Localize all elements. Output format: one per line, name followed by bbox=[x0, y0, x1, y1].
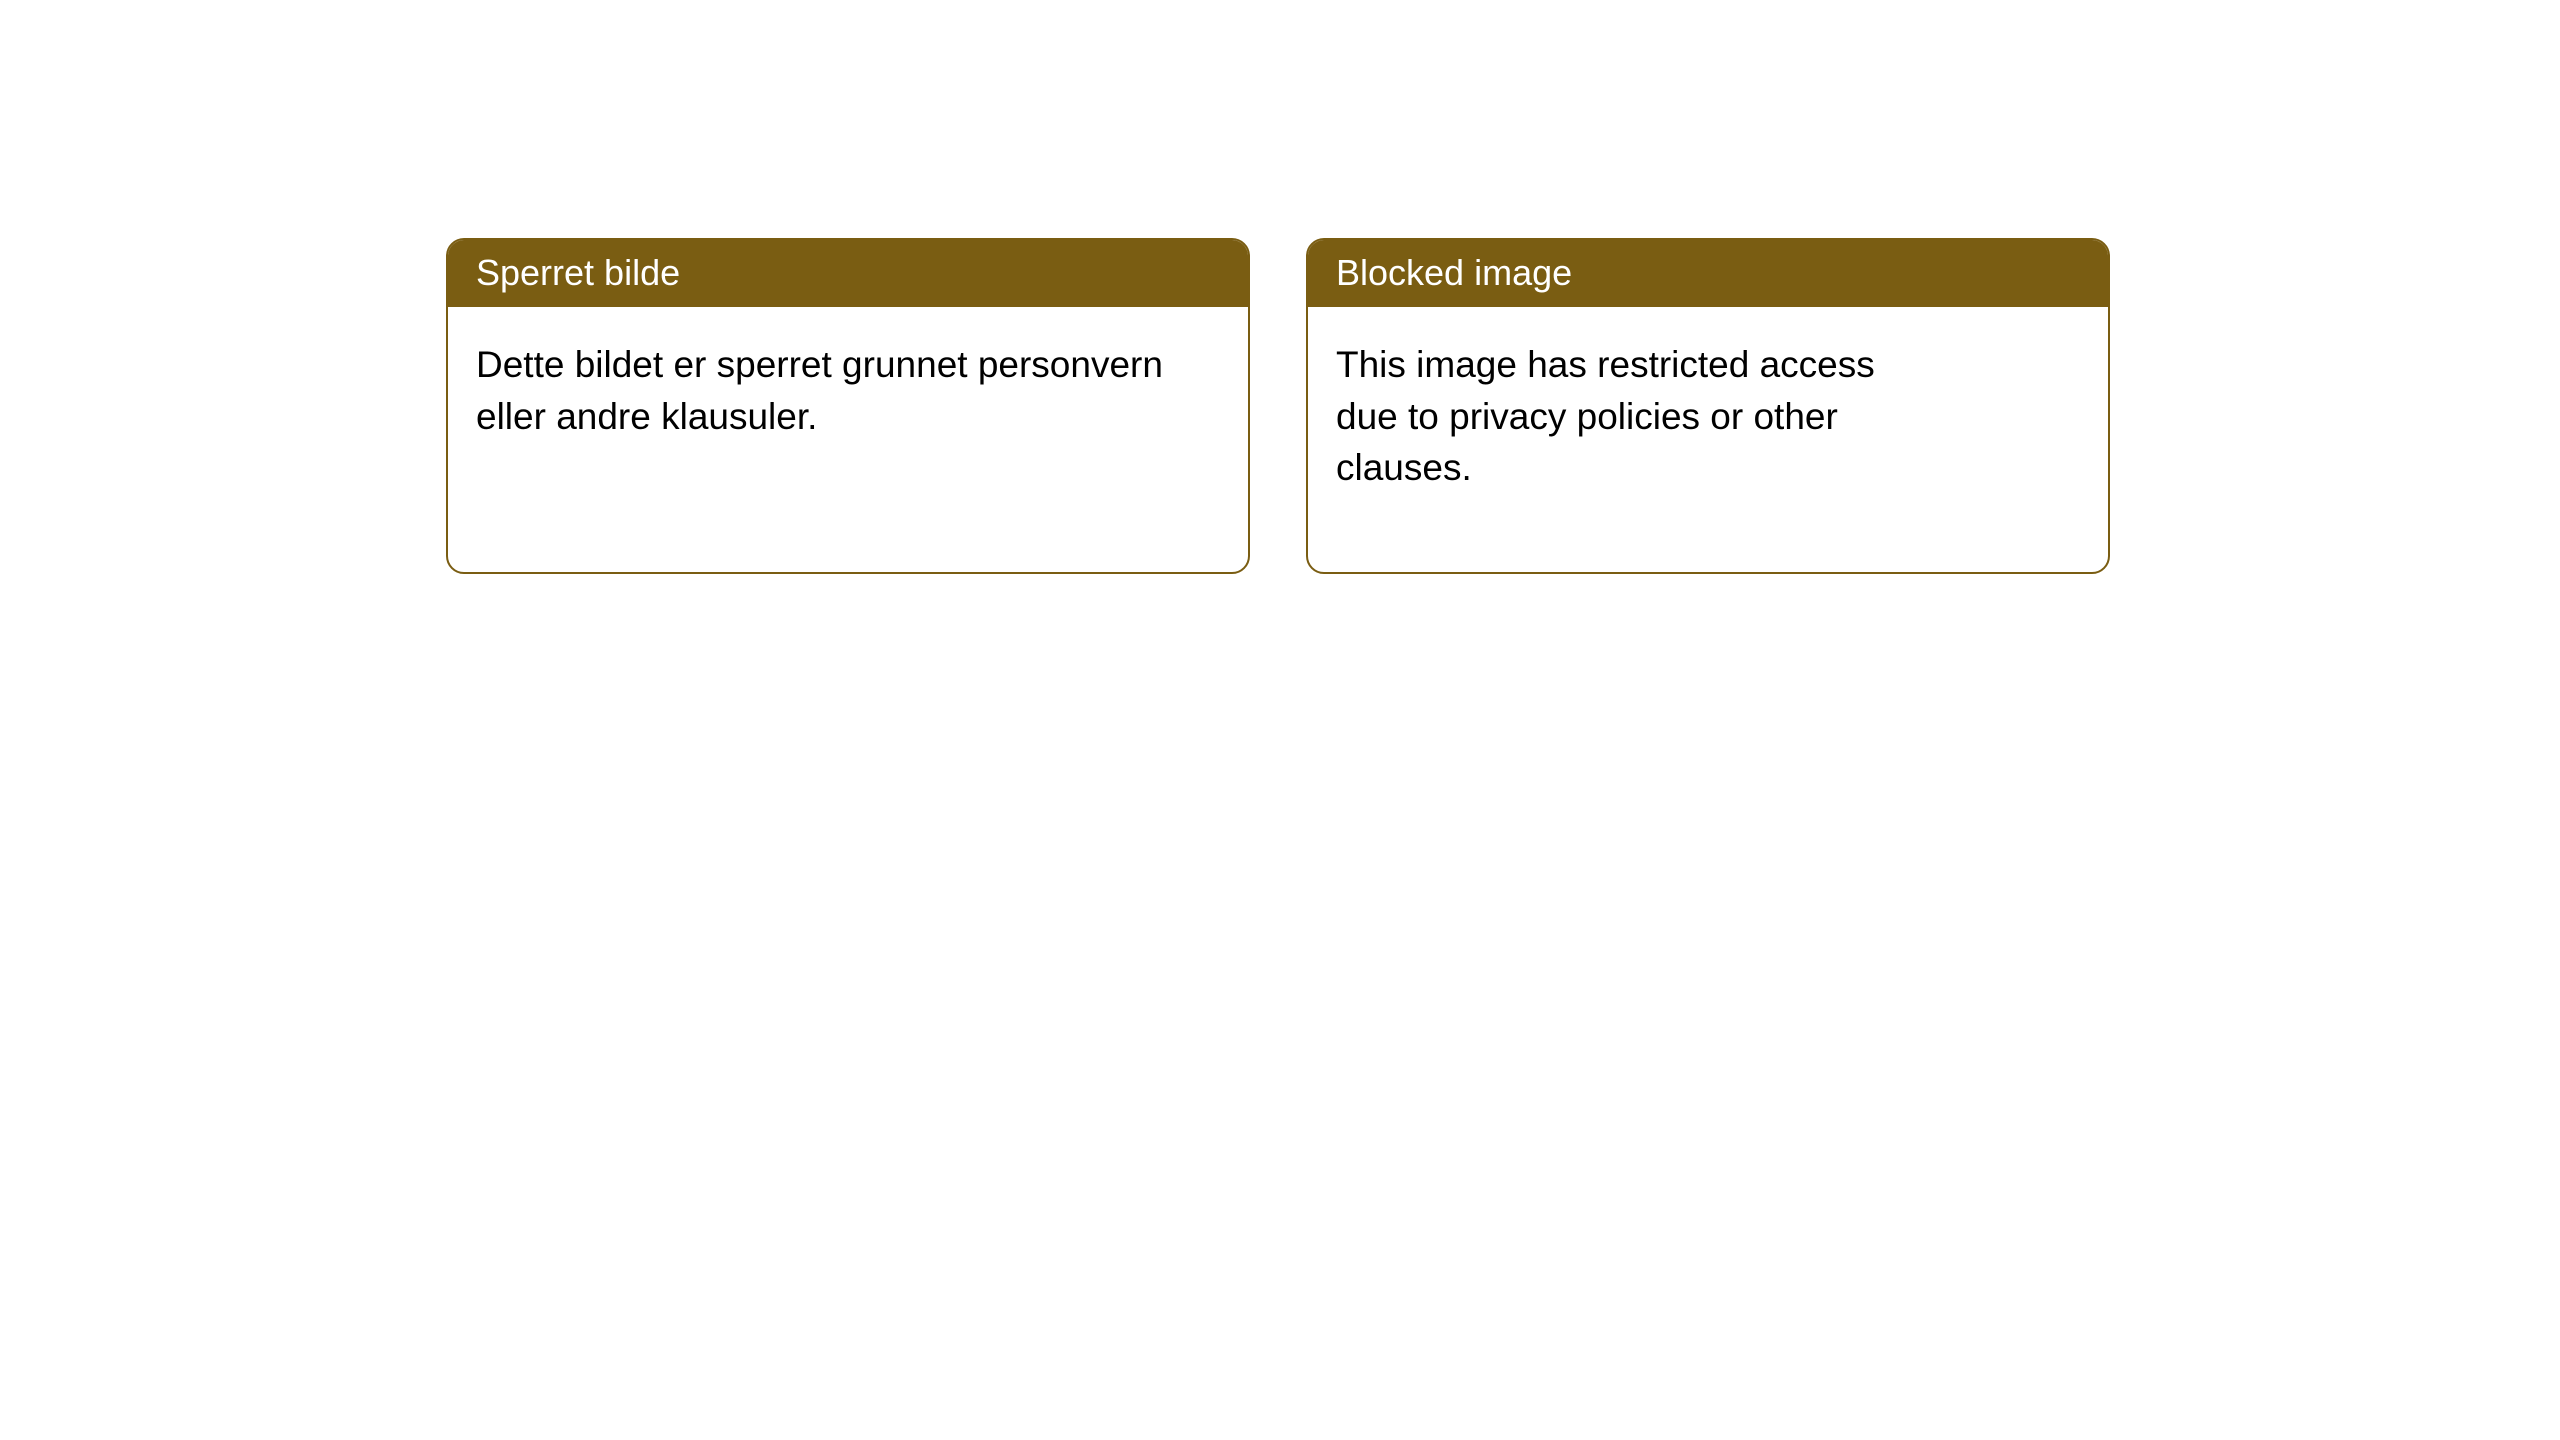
notice-header-en: Blocked image bbox=[1308, 240, 2108, 307]
notice-card-no: Sperret bilde Dette bildet er sperret gr… bbox=[446, 238, 1250, 574]
notice-header-no: Sperret bilde bbox=[448, 240, 1248, 307]
notice-container: Sperret bilde Dette bildet er sperret gr… bbox=[446, 238, 2110, 574]
notice-body-en: This image has restricted access due to … bbox=[1308, 307, 1948, 526]
notice-card-en: Blocked image This image has restricted … bbox=[1306, 238, 2110, 574]
notice-body-no: Dette bildet er sperret grunnet personve… bbox=[448, 307, 1248, 475]
